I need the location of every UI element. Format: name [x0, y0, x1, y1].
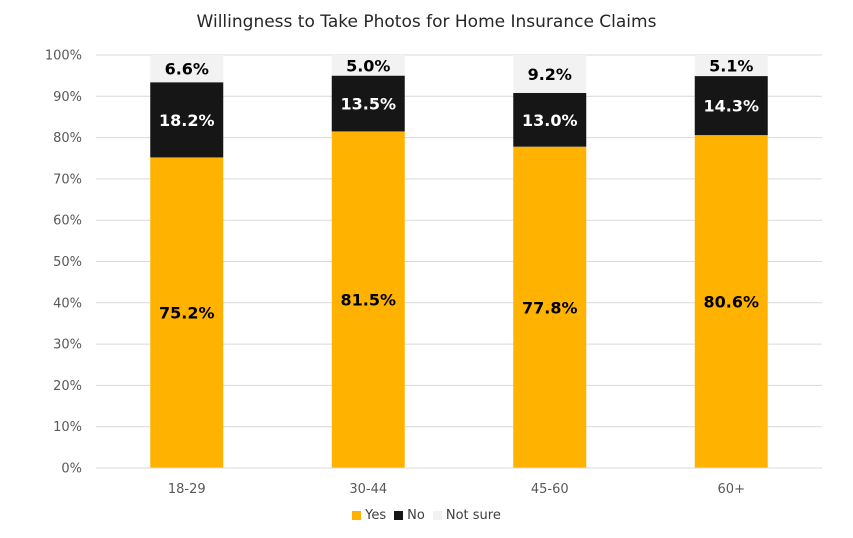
y-tick-label: 70%	[53, 172, 82, 187]
bar-segment	[331, 55, 405, 76]
data-label: 80.6%	[703, 293, 759, 312]
y-tick-label: 50%	[53, 255, 82, 270]
bar-segment	[150, 82, 224, 158]
data-label: 75.2%	[159, 304, 215, 323]
x-tick-label: 45-60	[531, 482, 569, 497]
data-label: 13.0%	[522, 111, 578, 130]
x-tick-label: 18-29	[168, 482, 206, 497]
y-tick-label: 40%	[53, 296, 82, 311]
bar-segment	[694, 76, 768, 136]
legend-swatch	[352, 511, 362, 520]
data-label: 18.2%	[159, 111, 215, 130]
data-label: 77.8%	[522, 298, 578, 317]
y-tick-label: 100%	[45, 49, 82, 64]
legend-label: Yes	[365, 508, 387, 523]
y-tick-label: 80%	[53, 131, 82, 146]
y-tick-label: 20%	[53, 379, 82, 394]
legend-item: Not sure	[432, 508, 501, 523]
bar-segment	[694, 135, 768, 468]
data-label: 6.6%	[165, 60, 209, 79]
legend-item: Yes	[352, 508, 386, 523]
y-tick-label: 10%	[53, 420, 82, 435]
y-tick-label: 60%	[53, 214, 82, 229]
bar-segment	[513, 55, 587, 93]
x-tick-label: 60+	[718, 482, 745, 497]
data-label: 13.5%	[340, 95, 396, 114]
bar-segment	[150, 157, 224, 468]
bar-segment	[331, 75, 405, 132]
bar-segment	[331, 131, 405, 468]
bar-segment	[150, 55, 224, 83]
y-tick-label: 90%	[53, 90, 82, 105]
legend: Yes No Not sure	[0, 508, 853, 524]
data-label: 14.3%	[703, 97, 759, 116]
legend-label: No	[407, 508, 425, 523]
y-tick-label: 0%	[61, 462, 82, 477]
chart-title: Willingness to Take Photos for Home Insu…	[196, 12, 657, 32]
legend-swatch	[432, 511, 442, 520]
y-tick-label: 30%	[53, 338, 82, 353]
data-label: 81.5%	[340, 291, 396, 310]
x-tick-label: 30-44	[349, 482, 387, 497]
bar-segment	[513, 92, 587, 147]
legend-label: Not sure	[445, 508, 501, 523]
bar-segment	[513, 146, 587, 468]
data-label: 5.0%	[346, 56, 390, 75]
data-label: 5.1%	[709, 57, 753, 76]
legend-item: No	[394, 508, 425, 523]
legend-swatch	[394, 511, 404, 520]
bar-segment	[694, 55, 768, 77]
data-label: 9.2%	[528, 65, 572, 84]
